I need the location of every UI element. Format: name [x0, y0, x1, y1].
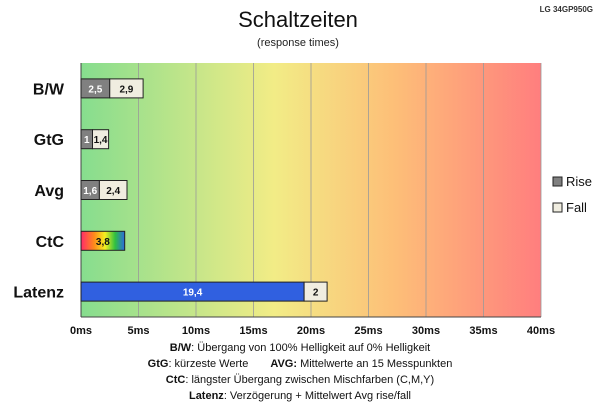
legend-label: Rise: [566, 174, 592, 189]
bar-fall: [98, 180, 128, 200]
bar-fall-label: 2,4: [106, 186, 120, 197]
footer-gtg-key: GtG: [147, 358, 169, 370]
footer-bw-key: B/W: [169, 342, 192, 354]
legend-swatch: [552, 202, 563, 213]
bar-fall-label: 2: [313, 288, 319, 299]
legend-swatch: [552, 176, 563, 187]
category-label: CtC: [36, 234, 65, 251]
footer-ctc-text: : längster Übergang zwischen Mischfarben…: [185, 374, 435, 386]
bar-fall-label: 1,4: [94, 135, 108, 146]
footer-ctc-key: CtC: [165, 374, 186, 386]
chart-subtitle: (response times): [257, 37, 339, 49]
bar-fall-label: 2,9: [119, 84, 133, 95]
footer-gtg-text: : kürzeste Werte: [168, 358, 249, 370]
x-tick-label: 30ms: [412, 325, 440, 337]
x-tick-label: 25ms: [354, 325, 382, 337]
footer-notes: B/W: Übergang von 100% Helligkeit auf 0%…: [0, 340, 600, 404]
x-tick-label: 40ms: [527, 325, 555, 337]
footer-avg-key: AVG:: [270, 358, 298, 370]
chart-title: Schaltzeiten: [238, 7, 358, 32]
footer-avg-text: Mittelwerte an 15 Messpunkten: [297, 358, 453, 370]
footer-line-bw: B/W: Übergang von 100% Helligkeit auf 0%…: [0, 340, 600, 356]
legend-label: Fall: [566, 200, 587, 215]
response-time-chart: Schaltzeiten (response times) LG 34GP950…: [13, 5, 593, 337]
category-label: B/W: [33, 81, 65, 98]
x-tick-label: 0ms: [70, 325, 92, 337]
category-label: Avg: [34, 183, 64, 200]
x-tick-label: 20ms: [297, 325, 325, 337]
x-tick-label: 5ms: [127, 325, 149, 337]
x-tick-label: 15ms: [239, 325, 267, 337]
bar-rise-label: 3,8: [96, 237, 110, 248]
bar-rise-label: 1: [84, 135, 90, 146]
bar-rise-label: 19,4: [183, 288, 203, 299]
footer-line-ctc: CtC: längster Übergang zwischen Mischfar…: [0, 372, 600, 388]
footer-latenz-key: Latenz: [188, 390, 224, 402]
bar-fall: [303, 281, 328, 302]
monitor-model: LG 34GP950G: [540, 5, 593, 14]
bar-rise-label: 1,6: [83, 186, 97, 197]
bar-fall: [109, 78, 144, 99]
x-tick-label: 10ms: [182, 325, 210, 337]
footer-bw-text: : Übergang von 100% Helligkeit auf 0% He…: [191, 342, 431, 354]
footer-line-latenz: Latenz: Verzögerung + Mittelwert Avg ris…: [0, 388, 600, 404]
bar-fall: [92, 129, 110, 150]
bar-rise-label: 2,5: [88, 84, 102, 95]
category-label: Latenz: [13, 285, 64, 302]
footer-line-gtg-avg: GtG: kürzeste Werte AVG: Mittelwerte an 1…: [0, 356, 600, 372]
footer-latenz-text: : Verzögerung + Mittelwert Avg rise/fall: [223, 390, 412, 402]
x-tick-label: 35ms: [469, 325, 497, 337]
bar-rise: [80, 230, 126, 251]
category-label: GtG: [34, 132, 64, 149]
